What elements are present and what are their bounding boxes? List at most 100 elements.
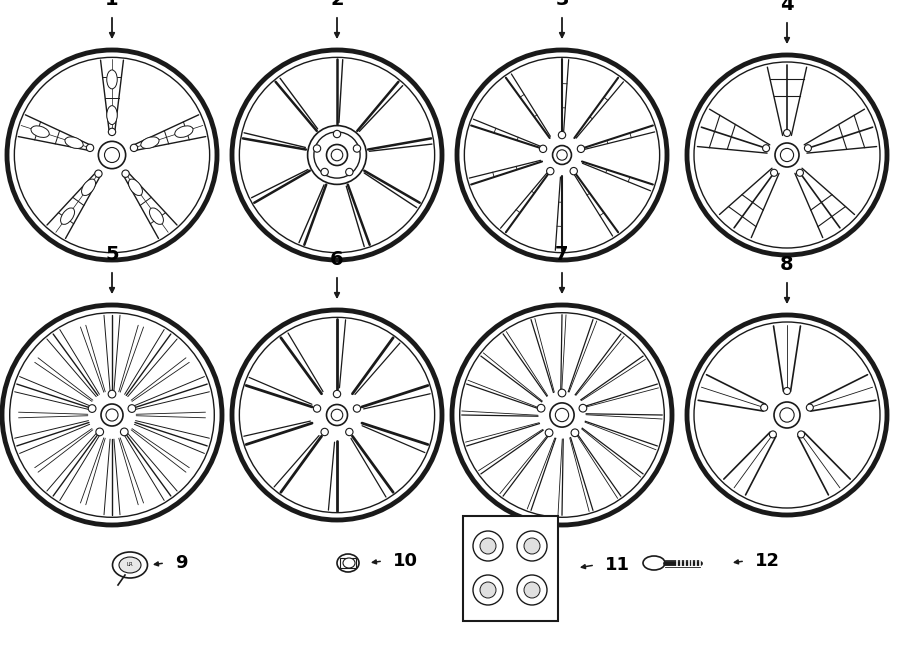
Bar [463,516,558,621]
Circle shape [806,404,814,411]
Circle shape [333,130,341,138]
Circle shape [346,168,353,175]
Circle shape [121,428,128,436]
Circle shape [104,148,120,162]
Circle shape [333,391,341,398]
Circle shape [546,167,554,175]
Circle shape [98,142,126,169]
Circle shape [10,312,214,517]
Text: 3: 3 [555,0,569,9]
Circle shape [239,58,435,253]
Circle shape [232,310,442,520]
Circle shape [770,169,778,176]
Ellipse shape [129,179,142,195]
Circle shape [128,404,136,412]
Circle shape [354,405,361,412]
Circle shape [784,130,790,136]
Circle shape [327,404,347,426]
Circle shape [452,305,672,525]
Ellipse shape [473,575,503,605]
Ellipse shape [119,557,141,573]
Circle shape [464,58,660,253]
Circle shape [550,403,574,427]
Circle shape [555,408,569,422]
Ellipse shape [480,538,496,554]
Circle shape [86,144,94,152]
Circle shape [313,145,320,152]
Circle shape [101,404,123,426]
Text: 5: 5 [105,245,119,264]
Circle shape [122,170,130,177]
Ellipse shape [343,558,355,568]
Circle shape [558,131,566,139]
Circle shape [779,408,794,422]
Circle shape [558,389,566,397]
Circle shape [2,305,222,525]
Circle shape [346,428,353,436]
Text: 1: 1 [105,0,119,9]
Circle shape [577,145,585,152]
Text: 12: 12 [755,552,780,570]
Circle shape [308,126,366,185]
Circle shape [760,404,768,411]
Circle shape [537,404,544,412]
Ellipse shape [175,126,193,138]
Circle shape [570,167,578,175]
Circle shape [545,429,553,437]
Circle shape [313,405,320,412]
Circle shape [780,148,794,162]
Circle shape [572,429,579,437]
Ellipse shape [517,531,547,561]
Circle shape [96,428,104,436]
Ellipse shape [149,208,164,224]
Text: 2: 2 [330,0,344,9]
Circle shape [331,409,343,421]
Circle shape [88,404,96,412]
Ellipse shape [65,137,83,148]
Ellipse shape [517,575,547,605]
Circle shape [354,145,361,152]
Circle shape [321,428,328,436]
Circle shape [796,169,804,176]
Text: 4: 4 [780,0,794,14]
Circle shape [687,55,887,255]
Circle shape [130,144,138,152]
Circle shape [232,50,442,260]
Circle shape [108,128,116,136]
Circle shape [460,312,664,517]
Text: 7: 7 [555,245,569,264]
Ellipse shape [140,137,159,148]
Circle shape [805,145,812,152]
Text: 8: 8 [780,255,794,274]
Circle shape [457,50,667,260]
Circle shape [321,168,328,175]
Circle shape [239,317,435,512]
Bar [340,558,356,568]
Ellipse shape [337,554,359,572]
Ellipse shape [643,556,665,570]
Ellipse shape [524,582,540,598]
Ellipse shape [112,552,148,578]
Circle shape [694,62,880,248]
Circle shape [108,391,116,398]
Ellipse shape [524,538,540,554]
Circle shape [775,143,799,167]
Circle shape [687,315,887,515]
Circle shape [106,409,118,421]
Text: LR: LR [127,563,133,567]
Ellipse shape [473,531,503,561]
Circle shape [762,145,770,152]
Text: 6: 6 [330,250,344,269]
Circle shape [331,149,343,161]
Ellipse shape [107,106,117,124]
Circle shape [557,150,567,160]
Circle shape [770,431,777,438]
Circle shape [694,322,880,508]
Ellipse shape [60,208,75,224]
Circle shape [539,145,546,152]
Circle shape [579,404,587,412]
Circle shape [14,58,210,253]
Circle shape [327,144,347,166]
Circle shape [784,387,790,395]
Circle shape [7,50,217,260]
